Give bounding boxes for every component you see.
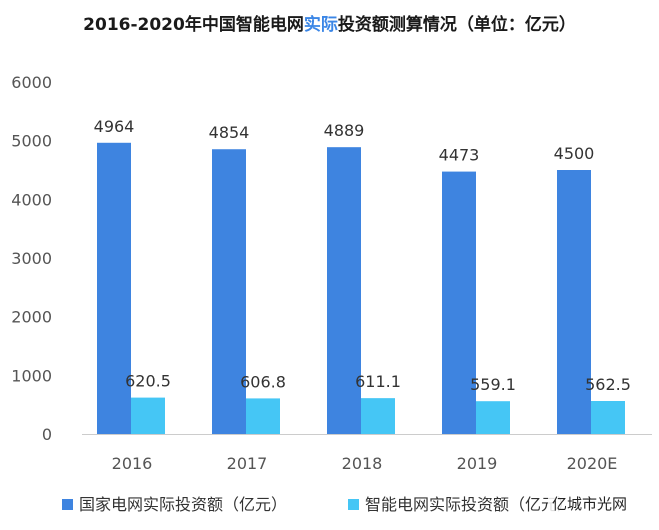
data-label-smart-grid: 606.8 — [240, 372, 286, 391]
x-tick-label: 2016 — [112, 454, 153, 473]
y-tick-label: 1000 — [11, 366, 52, 385]
y-axis: 0 1000 2000 3000 4000 5000 6000 — [11, 73, 52, 444]
bar-smart-grid — [591, 401, 625, 434]
x-tick-label: 2019 — [457, 454, 498, 473]
legend-swatch-national-grid — [62, 499, 73, 510]
legend-item-national-grid: 国家电网实际投资额（亿元） — [62, 492, 287, 518]
bar-smart-grid — [476, 401, 510, 434]
y-tick-label: 4000 — [11, 190, 52, 209]
bar-smart-grid — [246, 398, 280, 434]
title-highlight: 实际 — [303, 15, 338, 35]
legend: 国家电网实际投资额（亿元） 智能电网实际投资额（亿元） — [62, 492, 652, 518]
bar-national-grid — [212, 149, 246, 434]
data-label-smart-grid: 620.5 — [125, 372, 171, 391]
y-tick-label: 3000 — [11, 249, 52, 268]
title-part-2: 投资额测算情况（单位：亿元） — [337, 15, 576, 35]
x-tick-label: 2018 — [342, 454, 383, 473]
data-label-smart-grid: 562.5 — [585, 375, 631, 394]
data-label-national-grid: 4889 — [324, 121, 365, 140]
title-part-1: 2016-2020年中国智能电网 — [83, 15, 304, 35]
data-label-smart-grid: 559.1 — [470, 375, 516, 394]
bar-national-grid — [442, 171, 476, 435]
watermark-text: 亿城市光网 — [552, 495, 628, 513]
y-tick-label: 2000 — [11, 308, 52, 327]
y-tick-label: 6000 — [11, 73, 52, 92]
bar-smart-grid — [131, 397, 165, 434]
legend-item-smart-grid: 智能电网实际投资额（亿元） — [348, 492, 573, 518]
data-label-national-grid: 4854 — [209, 123, 250, 142]
data-label-national-grid: 4500 — [554, 144, 595, 163]
y-tick-label: 0 — [42, 425, 52, 444]
x-tick-label: 2020E — [567, 454, 618, 473]
data-label-national-grid: 4473 — [439, 146, 480, 165]
legend-label-smart-grid: 智能电网实际投资额（亿元） — [365, 495, 574, 514]
bar-chart: 0 1000 2000 3000 4000 5000 6000 4964 620.5 4854 6… — [11, 73, 652, 473]
x-axis: 2016 2017 2018 2019 2020E — [112, 454, 618, 473]
y-tick-label: 5000 — [11, 132, 52, 151]
chart-title: 2016-2020年中国智能电网实际投资额测算情况（单位：亿元） — [0, 10, 659, 35]
bar-national-grid — [327, 147, 361, 435]
bars-group: 4964 620.5 4854 606.8 4889 611.1 4473 559.1 4500… — [94, 117, 631, 435]
data-label-smart-grid: 611.1 — [355, 372, 401, 391]
bar-smart-grid — [361, 398, 395, 434]
bar-national-grid — [97, 142, 131, 434]
legend-swatch-smart-grid — [348, 499, 359, 510]
bar-national-grid — [557, 170, 591, 434]
data-label-national-grid: 4964 — [94, 117, 135, 136]
legend-label-national-grid: 国家电网实际投资额（亿元） — [79, 495, 288, 514]
x-tick-label: 2017 — [227, 454, 268, 473]
watermark: 亿城市光网 — [548, 490, 632, 518]
